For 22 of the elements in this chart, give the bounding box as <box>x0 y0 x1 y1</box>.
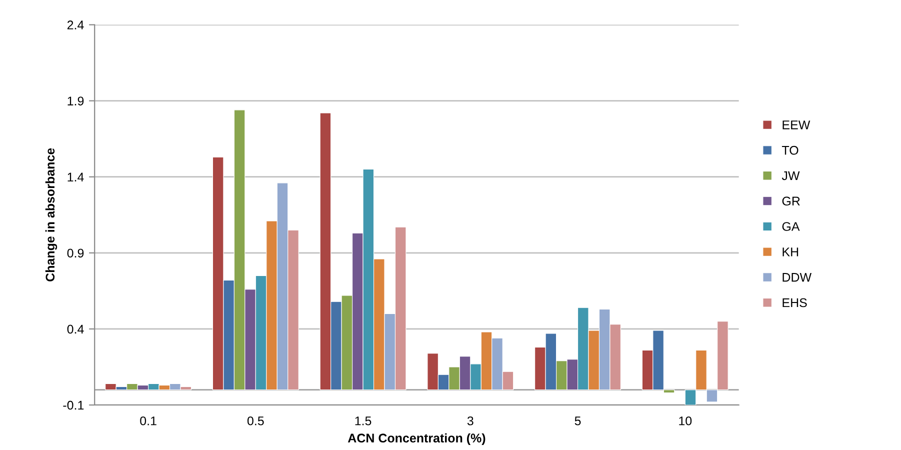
x-tick-label: 0.5 <box>247 416 264 426</box>
x-tick-label: 1.5 <box>355 416 372 426</box>
x-tick-label: 0.1 <box>140 416 156 426</box>
y-axis-title: Change in absorbance <box>45 148 58 282</box>
y-tick-label: 2.4 <box>67 20 84 30</box>
legend-label: DDW <box>782 273 812 282</box>
x-tick-label: 10 <box>679 416 692 426</box>
y-tick-label: 0.4 <box>67 324 84 334</box>
legend-label: GR <box>782 196 800 206</box>
x-axis-title: ACN Concentration (%) <box>348 433 486 445</box>
legend-label: GA <box>782 222 800 231</box>
legend-label: EEW <box>782 120 810 130</box>
legend-label: EHS <box>782 298 807 308</box>
y-tick-label: 1.9 <box>68 96 84 106</box>
x-tick-label: 3 <box>467 416 474 426</box>
legend-label: JW <box>782 171 800 180</box>
legend-label: KH <box>782 248 798 256</box>
y-tick-label: -0.1 <box>63 400 84 410</box>
x-tick-label: 5 <box>574 416 581 426</box>
y-tick-label: 0.9 <box>67 248 84 258</box>
legend-label: TO <box>782 146 798 155</box>
y-tick-label: 1.4 <box>68 172 84 182</box>
